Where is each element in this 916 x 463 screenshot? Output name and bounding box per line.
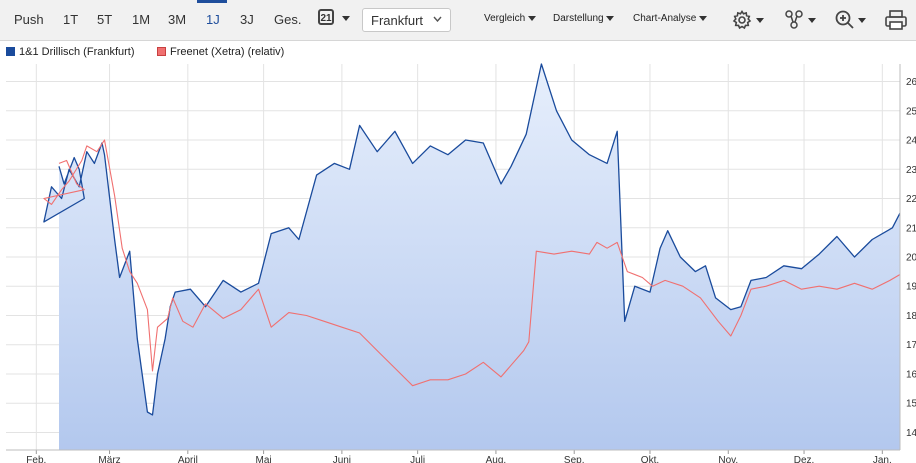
print-button[interactable] [884, 8, 908, 37]
x-tick-label: März [98, 455, 120, 463]
exchange-select[interactable]: Frankfurt [362, 8, 451, 32]
legend-label: Freenet (Xetra) (relativ) [170, 46, 285, 58]
x-tick-label: Jan. [873, 455, 892, 463]
legend-label: 1&1 Drillisch (Frankfurt) [19, 46, 135, 58]
indicators-button[interactable] [784, 8, 822, 37]
series-line-1 [43, 139, 901, 387]
y-tick-label: 26 [906, 77, 916, 88]
x-tick-label: Dez. [794, 455, 815, 463]
print-icon [885, 10, 907, 30]
legend-item-drillisch: 1&1 Drillisch (Frankfurt) [6, 46, 135, 58]
range-1t-button[interactable]: 1T [63, 12, 79, 27]
y-tick-label: 18 [906, 311, 916, 322]
x-tick-label: Juli [410, 455, 425, 463]
y-tick-label: 16 [906, 369, 916, 380]
calendar-button[interactable]: 21 [318, 8, 354, 30]
x-axis: Feb. März April Mai Juni Juli Aug. Sep. Okt. Nov.… [6, 449, 900, 463]
chevron-down-icon [527, 16, 536, 21]
vergleich-menu[interactable]: Vergleich [484, 13, 536, 24]
x-tick-label: Okt. [641, 455, 659, 463]
range-3m-button[interactable]: 3M [168, 12, 187, 27]
y-tick-label: 23 [906, 165, 916, 176]
darstellung-menu[interactable]: Darstellung [553, 13, 615, 24]
chart-analyse-menu[interactable]: Chart-Analyse [633, 13, 708, 24]
chart-analyse-label: Chart-Analyse [633, 13, 697, 24]
range-1j-button[interactable]: 1J [206, 12, 220, 27]
exchange-select-value: Frankfurt [371, 13, 424, 28]
y-tick-label: 19 [906, 282, 916, 293]
range-ges-button[interactable]: Ges. [274, 12, 302, 27]
zoom-in-icon [835, 10, 854, 29]
x-tick-label: Feb. [26, 455, 46, 463]
legend-swatch [6, 47, 15, 56]
price-chart[interactable]: Feb. März April Mai Juni Juli Aug. Sep. Okt. Nov.… [0, 62, 916, 463]
chevron-down-icon [699, 16, 708, 21]
y-tick-label: 15 [906, 399, 916, 410]
x-tick-label: Sep. [564, 455, 585, 463]
push-button[interactable]: Push [14, 12, 44, 27]
chevron-down-icon [858, 18, 866, 23]
x-tick-label: Aug. [486, 455, 507, 463]
chart-toolbar: Push 1T 5T 1M 3M 1J 3J Ges. 21 Frankfurt… [0, 0, 916, 41]
y-tick-label: 22 [906, 194, 916, 205]
x-tick-label: Nov. [718, 455, 738, 463]
y-tick-label: 21 [906, 223, 916, 234]
range-5t-button[interactable]: 5T [97, 12, 113, 27]
chevron-down-icon [433, 16, 442, 22]
series-area-0 [43, 64, 900, 450]
y-tick-label: 17 [906, 340, 916, 351]
chevron-down-icon [808, 18, 816, 23]
y-axis: 14 15 16 17 18 19 20 21 22 23 24 25 26 [899, 64, 916, 450]
x-tick-label: April [178, 455, 198, 463]
darstellung-label: Darstellung [553, 13, 604, 24]
legend-swatch [157, 47, 166, 56]
gear-icon [732, 10, 752, 30]
y-tick-label: 25 [906, 106, 916, 117]
line-layer [43, 63, 901, 416]
active-range-indicator [197, 0, 227, 3]
y-tick-label: 14 [906, 428, 916, 439]
y-tick-label: 20 [906, 253, 916, 264]
legend-item-freenet: Freenet (Xetra) (relativ) [157, 46, 284, 58]
network-icon [785, 10, 803, 29]
area-layer [43, 64, 900, 450]
chevron-down-icon [342, 16, 350, 21]
range-1m-button[interactable]: 1M [132, 12, 151, 27]
chevron-down-icon [756, 18, 764, 23]
settings-button[interactable] [732, 8, 770, 37]
chevron-down-icon [606, 16, 615, 21]
vergleich-label: Vergleich [484, 13, 526, 24]
zoom-button[interactable] [834, 8, 872, 37]
calendar-icon: 21 [318, 9, 334, 25]
range-3j-button[interactable]: 3J [240, 12, 254, 27]
y-tick-label: 24 [906, 136, 916, 147]
x-tick-label: Mai [256, 455, 272, 463]
x-tick-label: Juni [333, 455, 351, 463]
